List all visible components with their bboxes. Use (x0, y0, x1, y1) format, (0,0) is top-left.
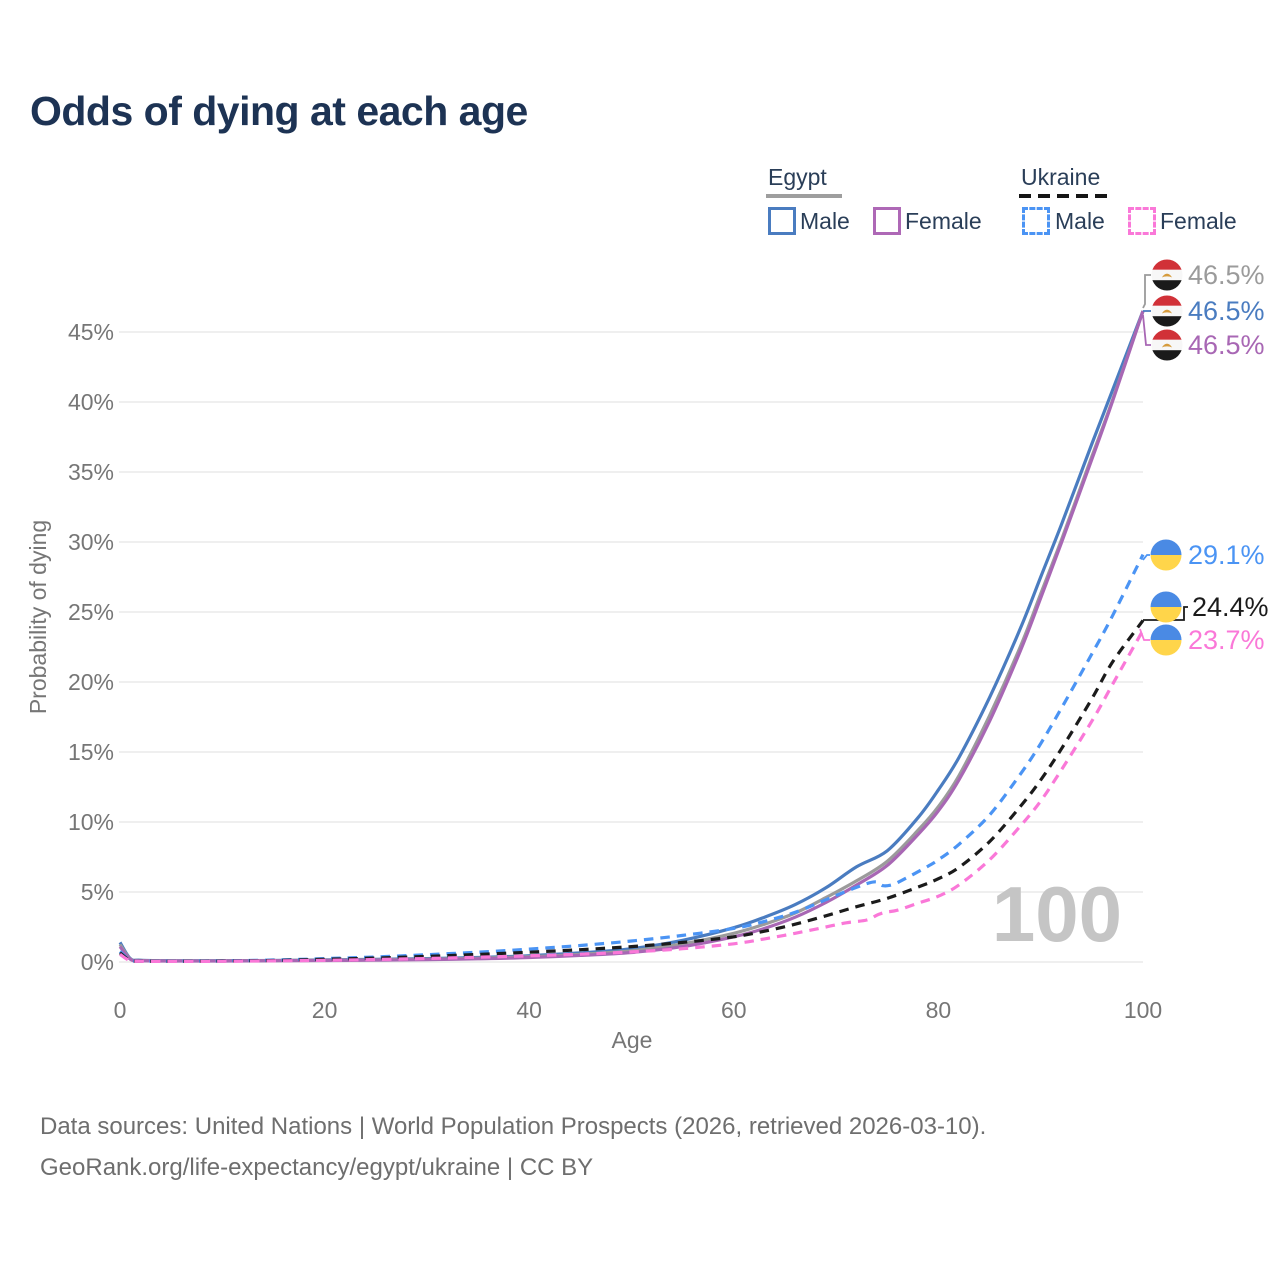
legend-ukraine-female-label[interactable]: Female (1160, 208, 1237, 234)
x-tick-label: 60 (721, 997, 747, 1023)
series-line-ukraine-male (118, 553, 1145, 963)
series-lines (118, 310, 1145, 963)
series-line-egypt-both (118, 310, 1145, 963)
egypt-flag-icon (1151, 259, 1183, 291)
end-label-ukraine-male: 29.1% (1188, 540, 1265, 570)
page-title: Odds of dying at each age (30, 88, 528, 134)
legend-egypt-male-label[interactable]: Male (800, 208, 850, 234)
end-label-egypt-male: 46.5% (1188, 296, 1265, 326)
y-tick-label: 25% (68, 599, 114, 625)
ukraine-flag-icon (1150, 539, 1182, 571)
leader-egypt-female (1142, 314, 1151, 346)
leader-ukraine-female (1139, 628, 1150, 641)
y-axis-ticks: 0% 5% 10% 15% 20% 25% 30% 35% 40% 45% (68, 319, 114, 975)
ukraine-flag-icon (1150, 624, 1182, 656)
leader-ukraine-male (1142, 554, 1150, 561)
x-axis-ticks: 0 20 40 60 80 100 (114, 997, 1163, 1023)
x-tick-label: 100 (1124, 997, 1162, 1023)
legend-ukraine-female-swatch[interactable] (1128, 207, 1156, 235)
series-line-egypt-male (118, 310, 1145, 963)
y-tick-label: 0% (81, 949, 114, 975)
end-label-ukraine-female: 23.7% (1188, 625, 1265, 655)
y-axis-title: Probability of dying (25, 520, 51, 714)
x-tick-label: 0 (114, 997, 127, 1023)
legend-egypt-title: Egypt (768, 164, 827, 190)
footer-data-sources: Data sources: United Nations | World Pop… (40, 1113, 987, 1140)
legend-ukraine-title: Ukraine (1021, 164, 1101, 190)
y-tick-label: 40% (68, 389, 114, 415)
y-tick-label: 5% (81, 879, 114, 905)
y-tick-label: 45% (68, 319, 114, 345)
legend-ukraine-dashed-line-sample (1019, 194, 1109, 198)
legend-egypt-solid-line-sample (766, 194, 842, 198)
legend-ukraine-male-swatch[interactable] (1022, 207, 1050, 235)
x-tick-label: 80 (926, 997, 952, 1023)
leader-egypt-total (1142, 274, 1151, 309)
end-label-ukraine-total: 24.4% (1192, 592, 1269, 622)
series-line-ukraine-female (119, 629, 1145, 963)
end-label-egypt-total: 46.5% (1188, 260, 1265, 290)
age-watermark: 100 (992, 870, 1122, 958)
legend-egypt-female-swatch[interactable] (873, 207, 901, 235)
legend-ukraine-male-label[interactable]: Male (1055, 208, 1105, 234)
y-tick-label: 30% (68, 529, 114, 555)
footer: Data sources: United Nations | World Pop… (40, 1106, 986, 1188)
legend-egypt-female-label[interactable]: Female (905, 208, 982, 234)
end-label-egypt-female: 46.5% (1188, 330, 1265, 360)
gridlines (119, 331, 1143, 963)
egypt-flag-icon (1151, 329, 1183, 361)
y-tick-label: 35% (68, 459, 114, 485)
y-tick-label: 10% (68, 809, 114, 835)
x-tick-label: 40 (516, 997, 542, 1023)
egypt-flag-icon (1151, 295, 1183, 327)
ukraine-flag-icon (1150, 591, 1182, 623)
x-tick-label: 20 (312, 997, 338, 1023)
leader-lines (1139, 274, 1188, 641)
series-line-ukraine-both (118, 619, 1145, 963)
y-tick-label: 15% (68, 739, 114, 765)
x-axis-title: Age (612, 1027, 653, 1053)
footer-attribution: GeoRank.org/life-expectancy/egypt/ukrain… (40, 1154, 594, 1181)
series-line-egypt-female (118, 310, 1145, 963)
y-tick-label: 20% (68, 669, 114, 695)
legend-egypt-male-swatch[interactable] (768, 207, 796, 235)
